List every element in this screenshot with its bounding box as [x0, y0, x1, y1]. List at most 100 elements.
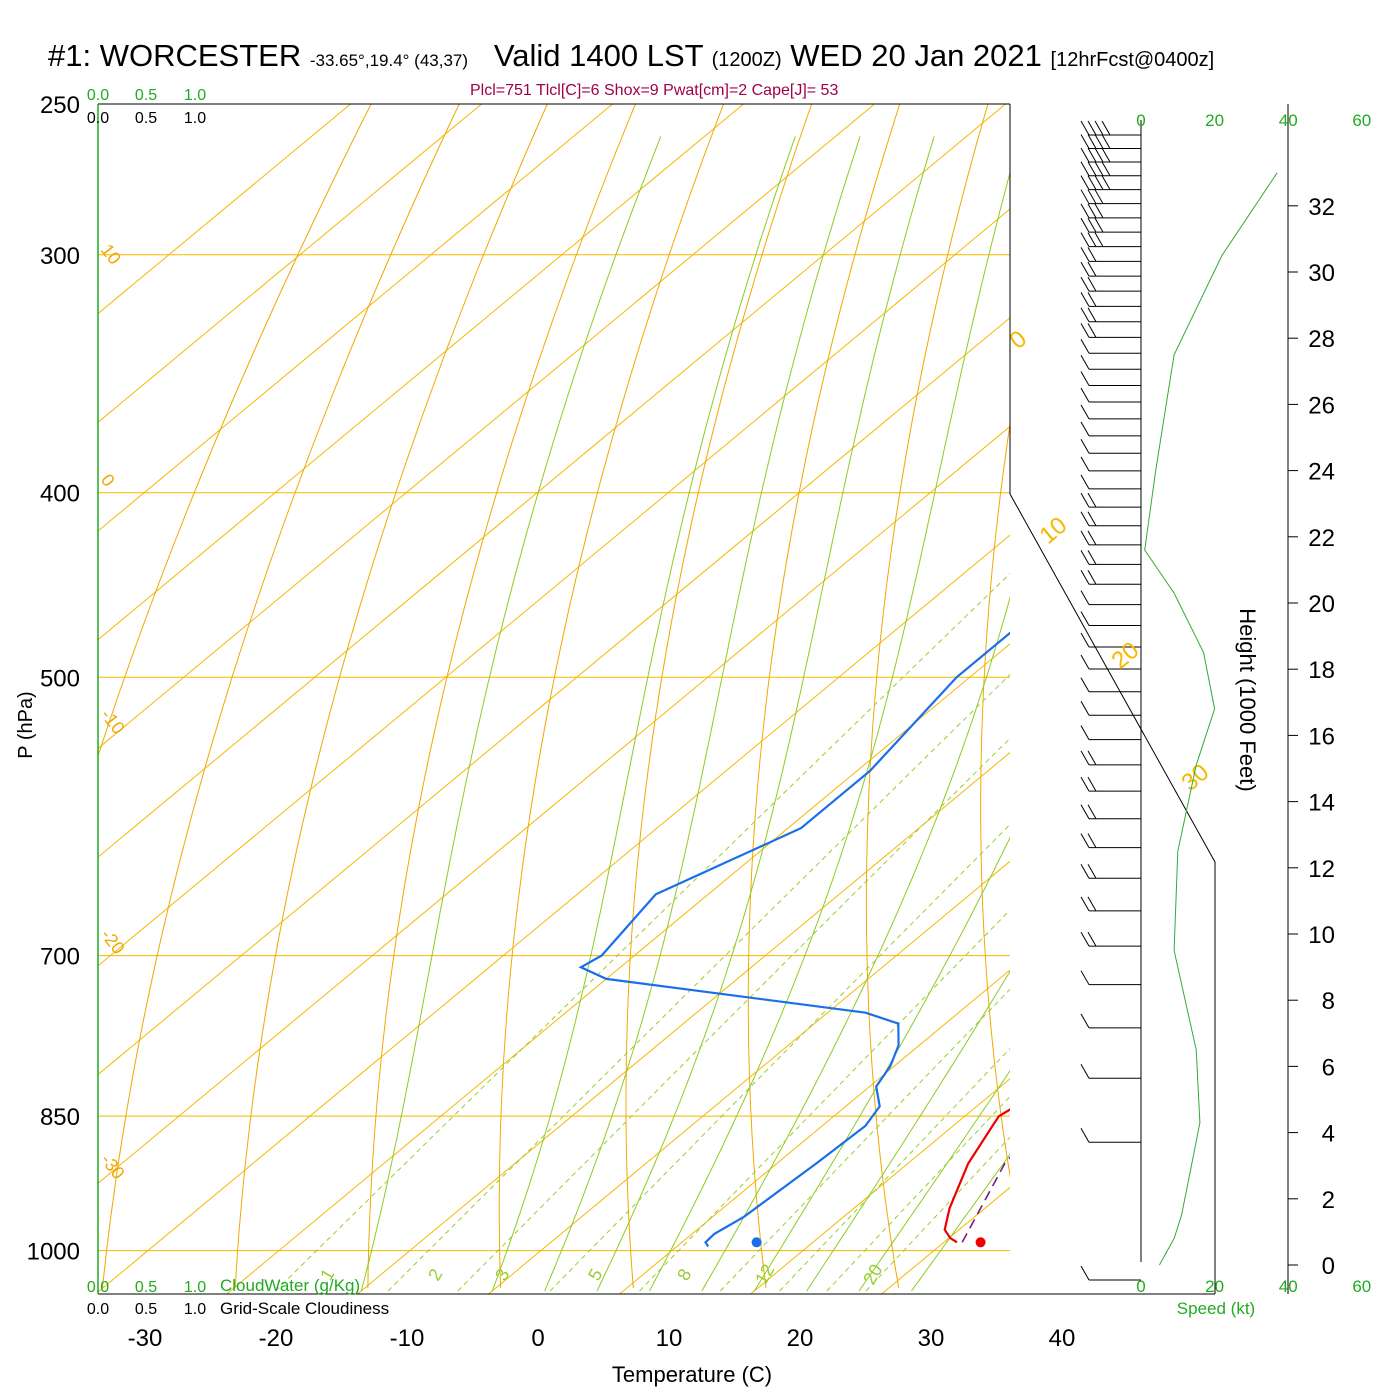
wind-barb: [1080, 387, 1141, 403]
wind-barb-flag: [1101, 161, 1111, 177]
wind-barb-flag: [1094, 161, 1104, 177]
wind-barb-flag: [1080, 550, 1090, 565]
wind-barb-flag: [1080, 970, 1090, 985]
wind-barb-flag: [1080, 511, 1090, 527]
wind-barb-flag: [1094, 232, 1104, 247]
wind-barb-flag: [1094, 175, 1104, 190]
wind-barb: [1080, 456, 1141, 472]
dry-adiabat-label: -30: [97, 1150, 129, 1183]
cloudwater-title: CloudWater (g/Kg): [220, 1276, 360, 1295]
wind-barb: [1080, 896, 1141, 912]
wind-barb-flag: [1080, 590, 1090, 605]
x-tick-label: 30: [918, 1325, 945, 1352]
dry-adiabat-line: [625, 104, 813, 1289]
x-tick-label: -20: [259, 1325, 294, 1352]
wind-barb-flag: [1080, 217, 1090, 233]
wind-barb-flag: [1080, 134, 1090, 149]
wind-barb: [1080, 232, 1141, 248]
wind-barb-flag: [1087, 189, 1097, 204]
wind-barb: [1080, 189, 1141, 205]
wind-barb-flag: [1080, 530, 1090, 546]
station-coords: -33.65°,19.4° (43,37): [309, 51, 469, 70]
dry-adiabat-label: 0: [97, 470, 119, 490]
p-tick-label: 700: [40, 944, 80, 971]
dry-adiabat-line: [747, 104, 901, 1289]
speed-tick-bottom: 60: [1352, 1277, 1371, 1296]
wind-barb-flag: [1080, 1064, 1090, 1079]
height-tick-label: 12: [1308, 856, 1335, 883]
wind-barb-flag: [1080, 203, 1090, 219]
wind-barb-flag: [1080, 456, 1090, 472]
moist-adiabat-line: [596, 136, 935, 1292]
x-tick-label: 10: [656, 1325, 683, 1352]
wind-barb-flag: [1080, 175, 1090, 190]
cloudwater-tick-top: 1.0: [184, 87, 206, 104]
p-tick-label: 400: [40, 481, 80, 508]
wind-barb-flag: [1080, 750, 1090, 766]
stability-indices: Plcl=751 Tlcl[C]=6 Shox=9 Pwat[cm]=2 Cap…: [470, 82, 839, 99]
wind-barb-flag: [1094, 120, 1104, 136]
p-tick-label: 850: [40, 1104, 80, 1131]
mixing-ratio-label: 5: [584, 1265, 606, 1284]
height-tick-label: 0: [1322, 1253, 1335, 1280]
moist-adiabat-line: [911, 1153, 1010, 1292]
height-tick-label: 30: [1308, 260, 1335, 287]
wind-barb-flag: [1087, 247, 1097, 262]
cloudwater-tick-top: 0.0: [87, 87, 109, 104]
wind-barb-flag: [1080, 569, 1090, 585]
surface-temperature-marker: [975, 1237, 986, 1248]
speed-tick-bottom: 0: [1136, 1277, 1145, 1296]
x-tick-label: 40: [1049, 1325, 1076, 1352]
wind-barb-flag: [1087, 161, 1097, 177]
isotherm-line: [98, 534, 1010, 1293]
moist-adiabat-line: [649, 170, 1010, 1292]
isotherm-line: [1275, 104, 1400, 1294]
wind-barb-flag: [1080, 701, 1090, 716]
wind-barb: [1080, 1013, 1141, 1029]
isotherm-line: [98, 104, 613, 532]
p-tick-label: 250: [40, 92, 80, 119]
isotherm-line: [1013, 104, 1400, 1294]
isotherm-line: [357, 751, 1010, 1294]
height-tick-label: 32: [1308, 194, 1335, 221]
wind-speed-profile: [1144, 172, 1278, 1266]
cloudiness-tick-bottom: 0.0: [87, 1301, 109, 1318]
cloudwater-tick-bottom: 1.0: [184, 1279, 206, 1296]
wind-barb-flag: [1080, 931, 1090, 947]
wind-barb-flag: [1080, 677, 1090, 693]
valid-time: Valid 1400 LST: [493, 38, 704, 73]
wind-barb-flag: [1087, 550, 1097, 565]
wind-barb: [1080, 323, 1141, 338]
wind-barb: [1080, 147, 1141, 163]
wind-barb: [1080, 492, 1141, 508]
wind-barb-flag: [1080, 387, 1090, 403]
dry-adiabat-label: 10: [97, 240, 125, 268]
cloudwater-tick-bottom: 0.5: [135, 1279, 157, 1296]
x-axis-title: Temperature (C): [612, 1362, 772, 1387]
wind-barb-flag: [1087, 323, 1097, 338]
wind-barb-flag: [1101, 147, 1111, 163]
wind-barb-flag: [1087, 292, 1097, 307]
x-tick-label: -30: [128, 1325, 163, 1352]
wind-barb-flag: [1094, 147, 1104, 163]
wind-barb-flag: [1101, 175, 1111, 190]
wind-barb-flag: [1087, 776, 1097, 792]
p-tick-label: 300: [40, 243, 80, 270]
temperature-profile: [943, 1108, 1010, 1244]
wind-barb-flag: [1080, 896, 1090, 912]
height-axis-title: Height (1000 Feet): [1235, 608, 1260, 791]
wind-barb-flag: [1080, 864, 1090, 879]
wind-barb: [1080, 776, 1141, 792]
wind-barb: [1080, 404, 1141, 420]
isotherm-line: [98, 425, 1010, 1184]
wind-barb: [1080, 1265, 1141, 1281]
dry-adiabat-label: -20: [97, 925, 129, 958]
wind-barb: [1080, 354, 1141, 370]
mixing-ratio-label: 12: [751, 1261, 778, 1288]
isotherm-line: [98, 104, 482, 423]
forecast-info: [12hrFcst@0400z]: [1050, 49, 1215, 71]
wind-barb-flag: [1080, 338, 1090, 354]
wind-barb-flag: [1087, 175, 1097, 190]
wind-barb-flag: [1080, 247, 1090, 262]
